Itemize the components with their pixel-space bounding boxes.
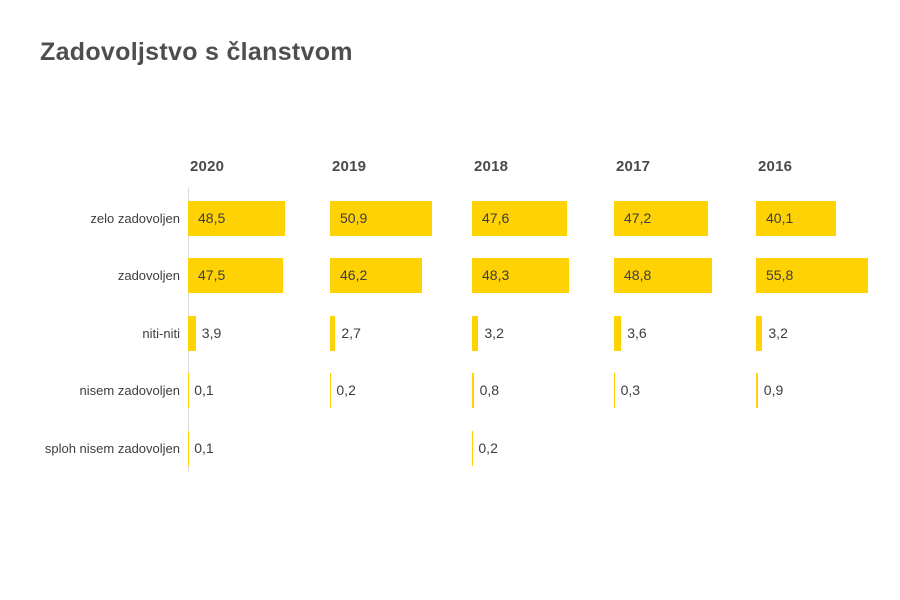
bar [472,258,569,293]
value-label: 47,2 [624,210,652,226]
bar [756,316,763,351]
bar [756,258,868,293]
value-label: 0,1 [194,440,214,456]
value-label: 50,9 [340,210,368,226]
value-label: 0,9 [763,382,784,398]
value-label: 2,7 [341,325,361,341]
value-label: 3,2 [484,325,504,341]
value-label: 0,1 [194,382,214,398]
value-label: 55,8 [766,267,794,283]
value-label: 40,1 [766,210,794,226]
bar [330,316,336,351]
value-label: 0,2 [478,440,498,456]
bar [472,201,568,236]
year-header: 2019 [332,158,367,175]
value-label: 47,6 [482,210,510,226]
value-label: 3,6 [627,325,647,341]
value-label: 48,5 [198,210,226,226]
value-label: 46,2 [340,267,368,283]
category-label: sploh nisem zadovoljen [44,441,180,456]
bar [330,258,423,293]
value-label: 3,9 [201,325,222,341]
year-header: 2017 [616,158,651,175]
bar [614,258,712,293]
bar [330,201,432,236]
year-header: 2018 [474,158,509,175]
year-header: 2020 [190,158,225,175]
category-label: nisem zadovoljen [79,383,180,398]
value-label: 48,8 [624,267,652,283]
value-label: 48,3 [482,267,510,283]
value-label: 3,2 [768,325,788,341]
category-label: zelo zadovoljen [90,211,180,226]
chart-title: Zadovoljstvo s članstvom [40,38,353,66]
bar [188,201,285,236]
bar [756,373,758,408]
bar [614,201,709,236]
category-label: niti-niti [142,326,180,341]
value-label: 0,8 [479,382,500,398]
category-label: zadovoljen [117,268,180,283]
value-label: 0,2 [336,382,356,398]
bar [614,373,615,408]
value-label: 47,5 [198,267,226,283]
bar [188,316,196,351]
year-header: 2016 [758,158,793,175]
bar [614,316,622,351]
bar [188,258,283,293]
bar [756,201,837,236]
bar [472,373,474,408]
value-label: 0,3 [620,382,641,398]
bar [472,316,479,351]
